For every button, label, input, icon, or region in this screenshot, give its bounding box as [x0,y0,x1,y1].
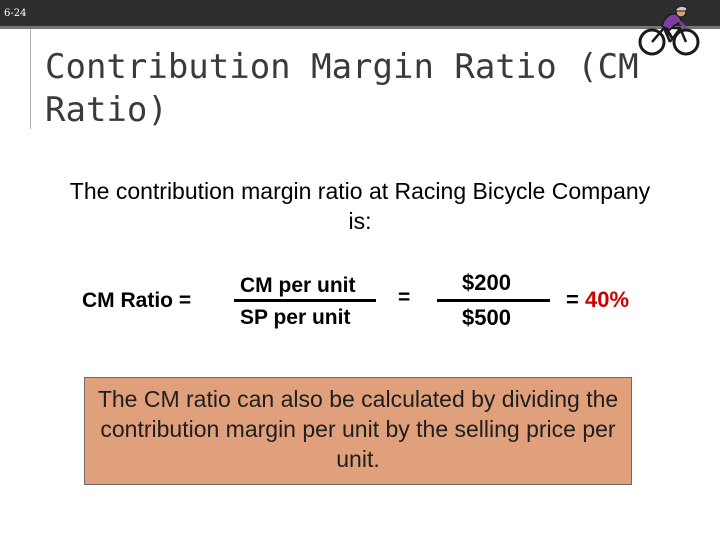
value-numerator: $200 [462,270,511,295]
intro-text: The contribution margin ratio at Racing … [69,178,651,234]
fraction-bar [234,299,376,302]
result-percent: 40% [584,287,630,312]
formula-result: = 40% [566,287,629,313]
cyclist-icon [638,5,700,56]
slide-number: 6-24 [4,8,27,19]
equals-sign: = [398,286,411,309]
slide-title: Contribution Margin Ratio (CM Ratio) [45,47,639,130]
top-bar-divider [0,26,720,29]
value-denominator: $500 [462,305,511,330]
top-bar [0,0,720,26]
result-prefix: = [566,287,585,312]
left-accent-line [30,29,31,129]
formula-label: CM Ratio = [82,289,192,312]
formula-numerator: CM per unit [240,274,356,297]
value-fraction-bar [437,299,550,302]
formula-denominator: SP per unit [240,306,351,329]
note-box: The CM ratio can also be calculated by d… [84,377,632,485]
